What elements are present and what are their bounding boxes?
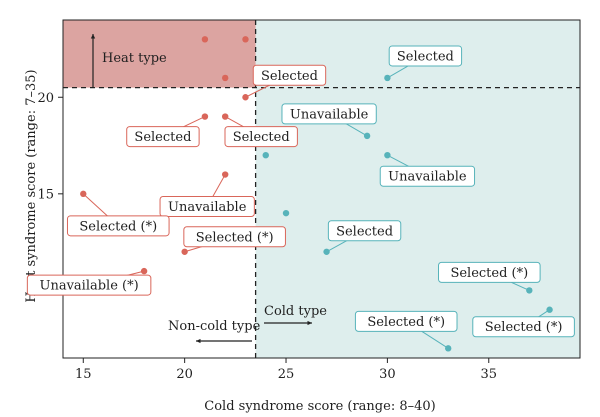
label-box	[26, 274, 152, 296]
teal-data-point	[526, 287, 533, 294]
point-label: Unavailable	[168, 200, 247, 215]
point-label: Selected	[233, 130, 290, 145]
y-tick-label: 15	[37, 187, 54, 202]
type-arrows	[90, 34, 312, 344]
data-points	[80, 36, 553, 352]
point-label: Selected	[134, 130, 191, 145]
label-box	[327, 220, 402, 242]
heat-type-arrow-head	[90, 34, 96, 39]
point-label: Selected (*)	[450, 266, 528, 281]
point-label: Selected (*)	[196, 230, 274, 245]
x-tick-label: 15	[75, 367, 92, 382]
red-data-point	[201, 113, 209, 120]
plot-frame	[62, 19, 581, 359]
x-tick-label: 25	[278, 367, 295, 382]
label-box	[126, 126, 200, 148]
y-axis-label: Heat syndrome score (range: 7–35)	[24, 69, 39, 302]
label-box	[388, 45, 463, 67]
label-box	[438, 261, 541, 283]
label-box	[159, 196, 255, 218]
red-data-point	[221, 171, 229, 178]
label-box	[183, 226, 286, 248]
x-tick-label: 35	[480, 367, 497, 382]
point-label: Selected	[397, 49, 454, 64]
x-axis-ticks: 15 20 25 30 35	[75, 358, 497, 382]
point-label: Unavailable (*)	[39, 279, 138, 294]
red-data-point	[242, 36, 249, 43]
point-label: Unavailable	[388, 170, 467, 185]
label-box	[472, 316, 575, 338]
teal-data-point	[445, 345, 452, 352]
label-box	[252, 64, 327, 86]
point-label: Selected (*)	[79, 219, 157, 234]
non-cold-type-arrow-head	[196, 338, 201, 344]
x-axis-label: Cold syndrome score (range: 8–40)	[204, 399, 435, 414]
red-data-point	[221, 113, 229, 120]
teal-data-point	[363, 132, 371, 140]
label-box	[379, 165, 476, 187]
teal-data-point	[546, 306, 553, 313]
red-data-point	[80, 190, 87, 198]
y-tick-label: 20	[37, 91, 54, 106]
teal-data-point	[384, 74, 391, 82]
teal-data-point	[262, 152, 269, 159]
red-data-point	[201, 36, 209, 43]
teal-data-point	[384, 152, 391, 159]
point-label: Selected (*)	[367, 315, 445, 330]
y-axis-ticks: 101520	[37, 91, 63, 299]
point-label: Selected	[261, 69, 318, 84]
point-label: Unavailable	[290, 107, 369, 122]
label-box	[224, 126, 298, 148]
point-label: Selected	[336, 224, 393, 239]
x-tick-label: 30	[379, 367, 396, 382]
x-tick-label: 20	[176, 367, 193, 382]
label-box	[66, 215, 170, 237]
red-data-point	[221, 74, 229, 82]
red-data-point	[242, 94, 249, 101]
label-box	[281, 103, 377, 125]
heat-type-annotation: Heat type	[102, 51, 167, 66]
non-cold-type-annotation: Non-cold type	[168, 319, 261, 334]
cold-type-arrow-head	[307, 320, 312, 326]
label-box	[354, 310, 458, 332]
cold-type-annotation: Cold type	[264, 304, 327, 319]
teal-data-point	[282, 209, 290, 217]
red-data-point	[140, 267, 148, 275]
red-data-point	[181, 248, 188, 255]
teal-data-point	[323, 248, 330, 255]
point-label: Selected (*)	[485, 320, 563, 335]
